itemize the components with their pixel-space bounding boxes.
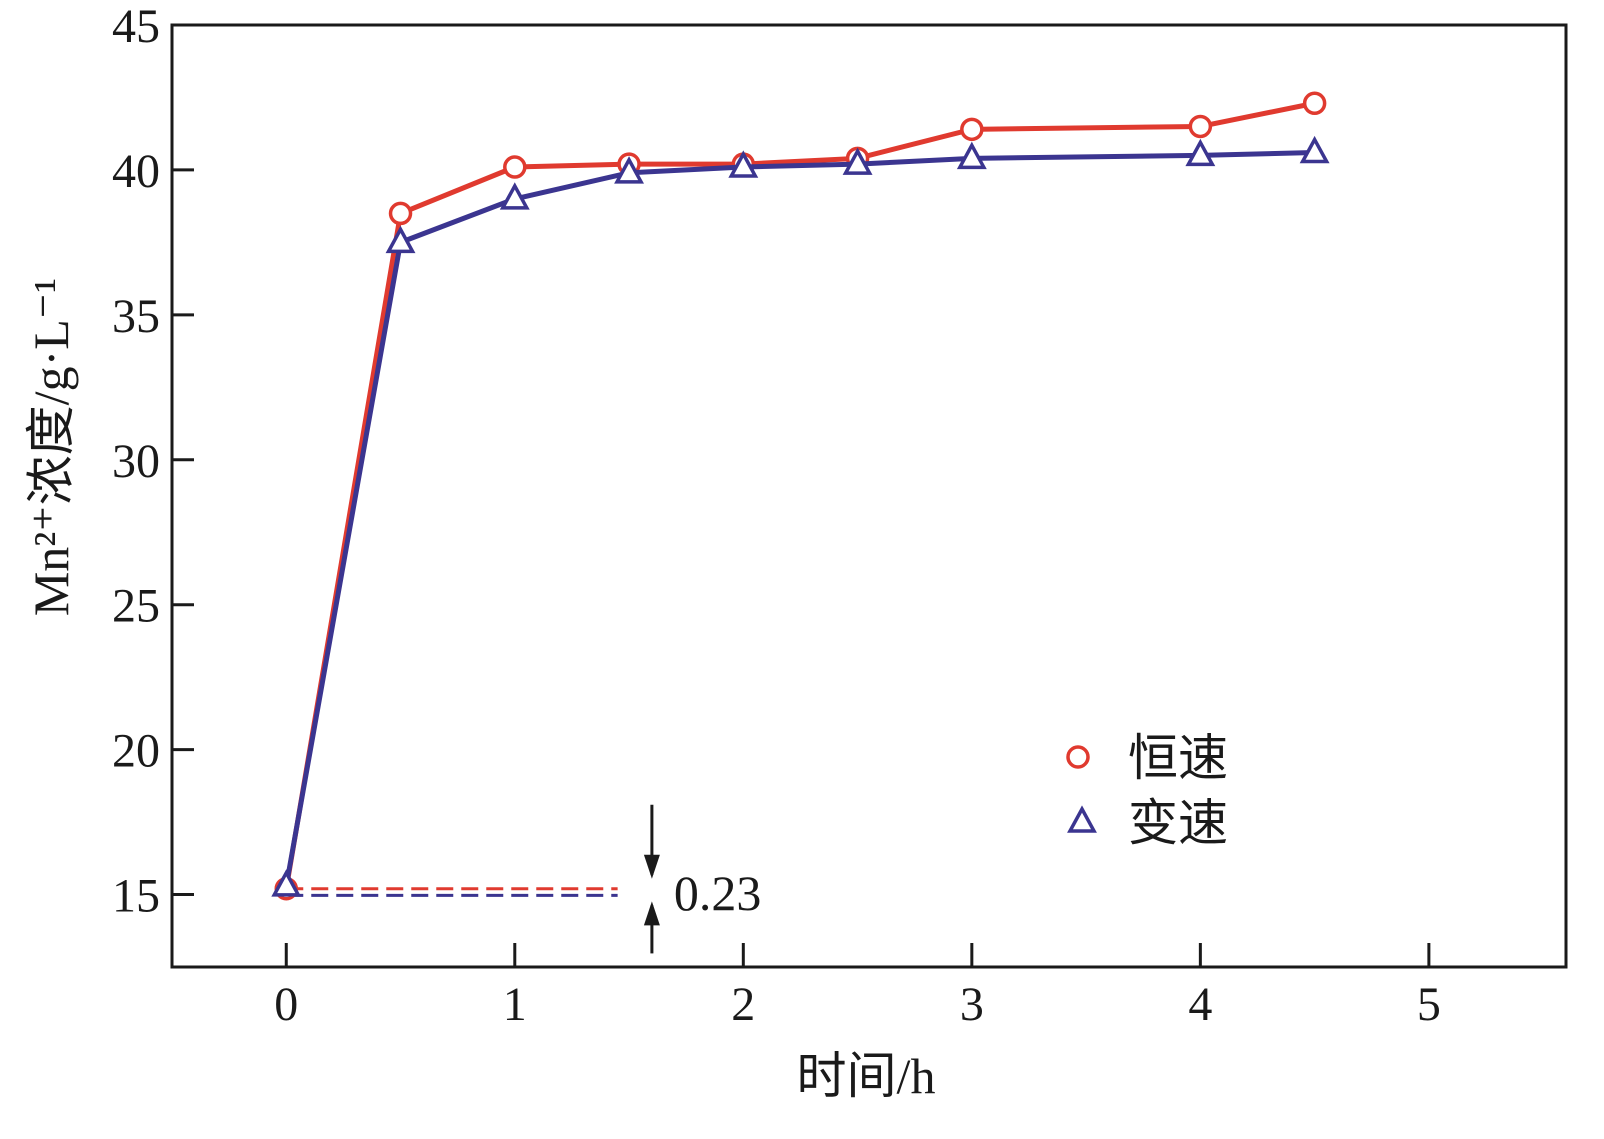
data-point-marker <box>499 182 530 210</box>
x-tick-label: 5 <box>1417 978 1441 1031</box>
x-tick-label: 1 <box>503 978 527 1031</box>
data-point-marker <box>1185 138 1216 167</box>
x-tick-label: 2 <box>731 978 755 1031</box>
data-point-marker <box>385 225 416 254</box>
legend-circle-icon <box>1066 745 1090 769</box>
data-point-marker <box>842 147 873 175</box>
x-tick-label: 4 <box>1188 978 1212 1031</box>
x-axis-title: 时间/h <box>797 1048 936 1104</box>
data-point-marker <box>956 141 987 170</box>
series-variable <box>271 135 1330 897</box>
legend-triangle-icon <box>1067 805 1097 833</box>
y-tick-label: 25 <box>112 580 160 633</box>
data-point-marker <box>1188 114 1213 139</box>
legend-label: 变速 <box>1128 794 1228 852</box>
y-axis: 15 20 25 30 35 40 45 <box>112 0 194 923</box>
gap-arrowhead-down <box>643 854 660 879</box>
data-point-marker <box>728 150 759 178</box>
x-axis: 0 1 2 3 4 5 <box>274 943 1441 1031</box>
data-point-marker <box>503 155 527 179</box>
annotation: 0.23 <box>286 804 762 954</box>
plot-frame <box>170 23 1568 969</box>
y-tick-label: 45 <box>112 0 160 53</box>
gap-annotation-label: 0.23 <box>674 865 762 921</box>
y-tick-label: 15 <box>112 870 160 923</box>
data-point-marker <box>388 201 413 226</box>
data-point-marker <box>1302 91 1327 116</box>
data-point-marker <box>271 869 302 897</box>
data-point-marker <box>1299 135 1330 164</box>
y-tick-label: 40 <box>112 145 160 198</box>
x-tick-label: 0 <box>274 978 298 1031</box>
data-point-marker <box>960 117 984 142</box>
data-point-marker <box>614 156 644 184</box>
y-tick-label: 30 <box>112 435 160 488</box>
gap-arrowhead-up <box>643 901 660 926</box>
x-tick-label: 3 <box>960 978 984 1031</box>
series-layer <box>271 91 1330 901</box>
y-tick-label: 20 <box>112 725 160 778</box>
legend-label: 恒速 <box>1128 729 1228 787</box>
y-axis-title: Mn²⁺浓度/g·L⁻¹ <box>23 278 79 616</box>
y-tick-label: 35 <box>112 290 160 343</box>
